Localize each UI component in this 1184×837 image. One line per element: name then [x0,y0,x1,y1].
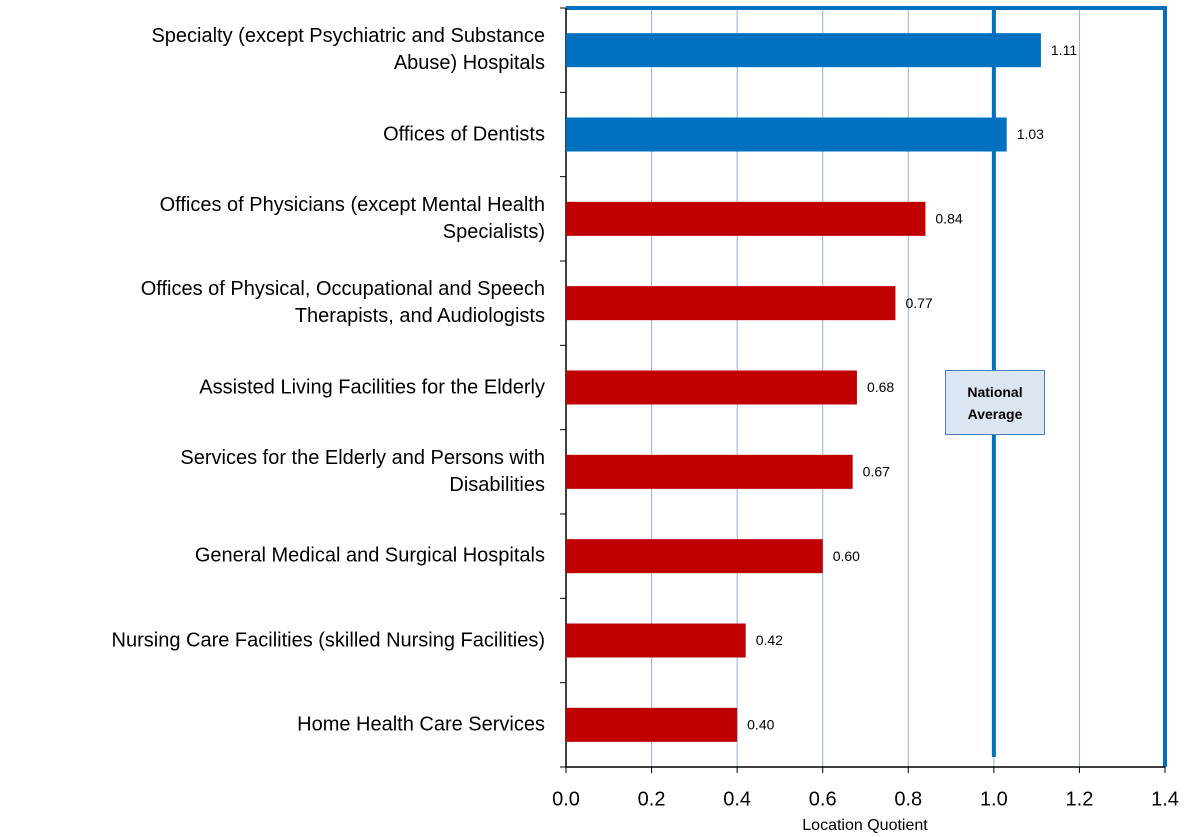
y-tick-label: Offices of Physical, Occupational and Sp… [140,278,545,328]
y-tick-label: General Medical and Surgical Hospitals [194,544,545,567]
value-label: 0.60 [833,548,860,564]
value-label: 0.68 [867,379,894,395]
value-label: 0.77 [905,295,932,311]
x-tick-label: 1.0 [980,788,1008,810]
bar [566,707,738,742]
bar [566,286,896,321]
value-label: 0.42 [756,632,783,648]
x-tick-label: 1.4 [1151,788,1179,810]
value-label: 1.11 [1051,42,1077,58]
bar [566,201,926,236]
bar [566,623,746,658]
y-tick-label: Assisted Living Facilities for the Elder… [199,376,545,398]
reference-label: National Average [945,370,1045,435]
x-axis-title: Location Quotient [802,817,928,834]
value-label: 0.67 [863,464,890,480]
y-tick-label: Specialty (except Psychiatric and Substa… [151,25,545,75]
bar [566,117,1007,152]
value-label: 1.03 [1017,126,1044,142]
y-tick-label: Offices of Dentists [383,123,545,145]
y-tick-label: Offices of Physicians (except Mental Hea… [159,193,545,243]
y-tick-label: Nursing Care Facilities (skilled Nursing… [111,629,545,651]
value-label: 0.40 [747,717,774,733]
y-tick-label: Home Health Care Services [297,713,545,736]
bar [566,370,857,405]
value-label: 0.84 [935,211,962,227]
bar [566,539,823,574]
x-tick-label: 1.2 [1066,788,1094,810]
plot-frame [566,6,1167,767]
x-tick-label: 0.4 [723,788,751,810]
x-tick-label: 0.8 [894,788,922,810]
bar [566,454,853,489]
bar [566,33,1041,68]
x-tick-label: 0.6 [809,788,837,810]
x-tick-label: 0.2 [638,788,666,810]
x-tick-label: 0.0 [552,788,580,810]
y-tick-label: Services for the Elderly and Persons wit… [180,446,545,496]
